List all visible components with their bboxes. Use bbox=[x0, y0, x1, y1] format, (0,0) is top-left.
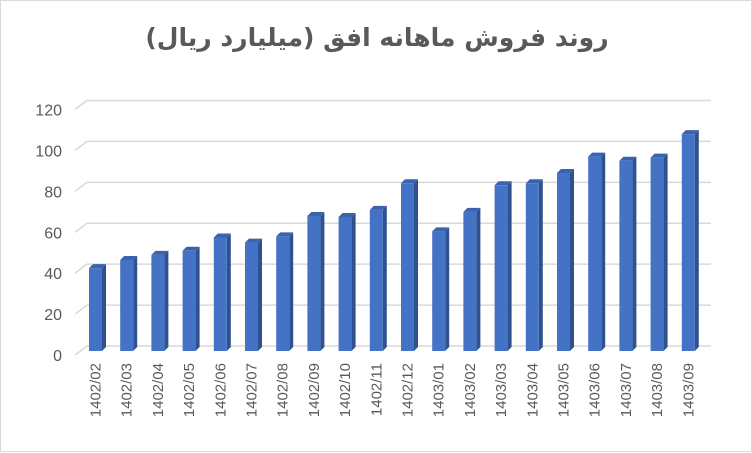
bar bbox=[401, 179, 418, 351]
bar bbox=[276, 232, 294, 351]
gridline bbox=[74, 304, 711, 315]
bar bbox=[557, 169, 574, 351]
y-tick-label: 120 bbox=[35, 103, 62, 120]
bar bbox=[151, 250, 169, 351]
bar bbox=[619, 156, 637, 351]
x-tick-label: 1403/02 bbox=[462, 363, 479, 417]
x-tick-label: 1402/05 bbox=[181, 363, 198, 417]
y-tick-label: 40 bbox=[44, 266, 62, 283]
gridlines bbox=[74, 99, 711, 356]
x-tick-label: 1402/10 bbox=[337, 363, 354, 417]
y-tick-label: 20 bbox=[44, 307, 62, 324]
x-tick-label: 1403/07 bbox=[618, 363, 635, 417]
bar bbox=[245, 238, 262, 351]
bar bbox=[120, 255, 138, 351]
bar bbox=[307, 211, 325, 351]
x-tick-label: 1402/08 bbox=[275, 363, 292, 417]
chart-title: روند فروش ماهانه افق (میلیارد ریال) bbox=[145, 23, 609, 52]
bar bbox=[681, 130, 699, 351]
x-tick-label: 1403/03 bbox=[493, 363, 510, 417]
x-tick-label: 1403/05 bbox=[556, 363, 573, 417]
x-tick-label: 1402/11 bbox=[368, 363, 385, 416]
bar-series bbox=[89, 130, 699, 351]
x-tick-label: 1403/09 bbox=[680, 363, 697, 417]
x-tick-label: 1402/04 bbox=[150, 363, 167, 417]
gridline bbox=[74, 222, 711, 233]
bar bbox=[213, 233, 231, 351]
x-tick-label: 1402/07 bbox=[244, 363, 261, 417]
x-tick-label: 1403/04 bbox=[524, 363, 541, 417]
x-tick-label: 1403/08 bbox=[649, 363, 666, 417]
gridline bbox=[74, 99, 711, 111]
gridline bbox=[74, 345, 711, 356]
bar bbox=[588, 152, 606, 351]
bar bbox=[338, 212, 356, 351]
x-tick-label: 1403/01 bbox=[431, 363, 448, 417]
y-tick-label: 80 bbox=[44, 184, 62, 201]
bar bbox=[494, 181, 512, 351]
y-tick-label: 0 bbox=[53, 348, 62, 365]
bar bbox=[432, 227, 450, 351]
y-axis: 0 20 40 60 80 100 120 bbox=[35, 103, 62, 366]
y-tick-label: 100 bbox=[35, 143, 62, 160]
bar bbox=[369, 205, 387, 351]
bar bbox=[182, 246, 200, 351]
x-tick-label: 1403/06 bbox=[587, 363, 604, 417]
x-tick-label: 1402/06 bbox=[212, 363, 229, 417]
y-tick-label: 60 bbox=[44, 225, 62, 242]
bar bbox=[650, 153, 668, 351]
x-tick-label: 1402/12 bbox=[400, 363, 417, 417]
bar bbox=[525, 179, 543, 351]
bar bbox=[463, 207, 481, 351]
gridline bbox=[74, 181, 711, 192]
bar bbox=[89, 264, 106, 351]
x-tick-label: 1402/02 bbox=[88, 363, 105, 417]
gridline bbox=[74, 263, 711, 274]
x-tick-label: 1402/03 bbox=[119, 363, 136, 417]
gridline bbox=[74, 140, 711, 152]
x-axis: 1402/02 1402/03 1402/04 1402/05 1402/06 1402/… bbox=[88, 363, 698, 417]
x-tick-label: 1402/09 bbox=[306, 363, 323, 417]
